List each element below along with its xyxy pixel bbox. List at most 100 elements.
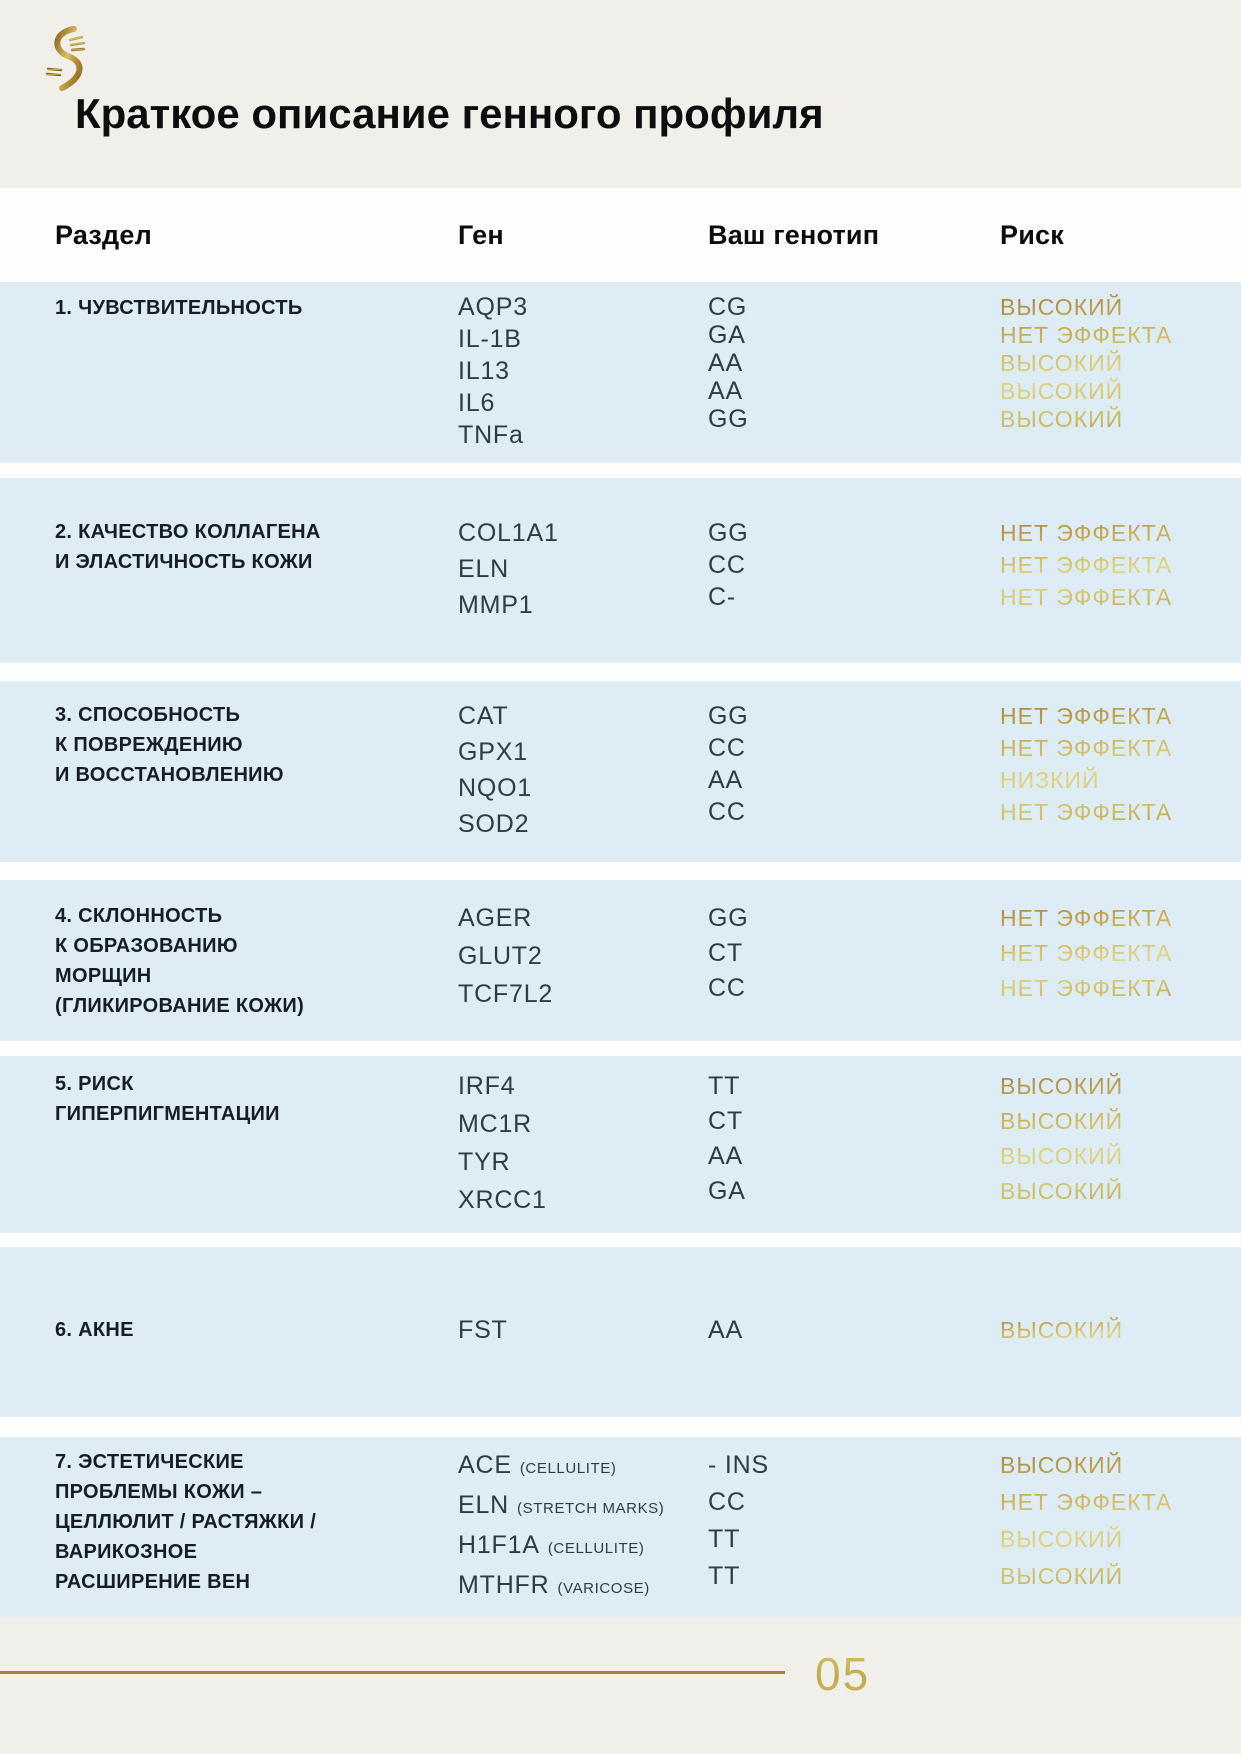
genotype-value: TT bbox=[708, 1071, 741, 1100]
genotype-value: C- bbox=[708, 582, 736, 611]
table-section: 2. КАЧЕСТВО КОЛЛАГЕНА И ЭЛАСТИЧНОСТЬ КОЖИ… bbox=[0, 478, 1241, 663]
section-title-line: МОРЩИН bbox=[55, 964, 152, 987]
gene-name: ACE bbox=[458, 1451, 512, 1479]
section-title: 4. СКЛОННОСТЬ К ОБРАЗОВАНИЮ МОРЩИН (ГЛИКИРО… bbox=[55, 901, 458, 1021]
gene-name: IL6 bbox=[458, 388, 496, 417]
gene-name: SOD2 bbox=[458, 809, 530, 838]
section-grid: 2. КАЧЕСТВО КОЛЛАГЕНА И ЭЛАСТИЧНОСТЬ КОЖИ… bbox=[0, 517, 1241, 625]
risk-value: НЕТ ЭФФЕКТА bbox=[1000, 1489, 1173, 1515]
genotype-value: - INS bbox=[708, 1451, 769, 1479]
page-number: 05 bbox=[815, 1648, 871, 1700]
table-body: 1. ЧУВСТВИТЕЛЬНОСТЬ AQP3 IL-1B IL13 IL6 TNFa C… bbox=[0, 282, 1241, 1617]
gene-list: AQP3 IL-1B IL13 IL6 TNFa bbox=[458, 293, 708, 453]
gene-name: CAT bbox=[458, 701, 509, 730]
gene-name-cell: H1F1A (CELLULITE) bbox=[458, 1527, 708, 1567]
section-title-line: 3. СПОСОБНОСТЬ bbox=[55, 703, 241, 726]
section-title-line: 7. ЭСТЕТИЧЕСКИЕ bbox=[55, 1451, 244, 1473]
gene-list: IRF4 MC1R TYR XRCC1 bbox=[458, 1069, 708, 1221]
gene-name: AGER bbox=[458, 903, 533, 932]
risk-value: НЕТ ЭФФЕКТА bbox=[1000, 583, 1173, 610]
column-header-risk: Риск bbox=[1000, 219, 1064, 250]
gene-list: AGER GLUT2 TCF7L2 bbox=[458, 901, 708, 1015]
section-title: 2. КАЧЕСТВО КОЛЛАГЕНА И ЭЛАСТИЧНОСТЬ КОЖИ bbox=[55, 517, 458, 577]
section-title-line: 5. РИСК bbox=[55, 1072, 134, 1095]
risk-list: НЕТ ЭФФЕКТА НЕТ ЭФФЕКТА НЕТ ЭФФЕКТА bbox=[1000, 901, 1241, 1006]
gene-note: (STRETCH MARKS) bbox=[517, 1500, 665, 1517]
column-header-section: Раздел bbox=[55, 219, 152, 250]
gene-name: ELN bbox=[458, 1491, 510, 1519]
genotype-list: GG CC C- bbox=[708, 517, 1000, 613]
section-title: 1. ЧУВСТВИТЕЛЬНОСТЬ bbox=[55, 293, 458, 323]
risk-value: НЕТ ЭФФЕКТА bbox=[1000, 939, 1173, 966]
genotype-value: GA bbox=[708, 1176, 746, 1205]
gene-name-cell: IL6 bbox=[458, 389, 708, 421]
genotype-value: GG bbox=[708, 518, 749, 547]
gene-name: TNFa bbox=[458, 420, 524, 449]
section-title-line: К ОБРАЗОВАНИЮ bbox=[55, 934, 238, 957]
gene-name: MMP1 bbox=[458, 590, 534, 619]
gene-name-cell: MTHFR (VARICOSE) bbox=[458, 1567, 708, 1607]
genotype-value: GG bbox=[708, 903, 749, 932]
gene-name-cell: XRCC1 bbox=[458, 1183, 708, 1221]
gene-name-cell: IL-1B bbox=[458, 325, 708, 357]
gene-name: AQP3 bbox=[458, 292, 528, 321]
genotype-list: TT CT AA GA bbox=[708, 1069, 1000, 1209]
section-title-line: И ВОССТАНОВЛЕНИЮ bbox=[55, 763, 284, 786]
gene-name-cell: IL13 bbox=[458, 357, 708, 389]
risk-value: ВЫСОКИЙ bbox=[1000, 1452, 1124, 1478]
gene-name-cell: SOD2 bbox=[458, 808, 708, 844]
gene-name: XRCC1 bbox=[458, 1185, 547, 1214]
risk-value: ВЫСОКИЙ bbox=[1000, 1107, 1124, 1134]
genotype-value: CC bbox=[708, 550, 746, 579]
gene-name-cell: AGER bbox=[458, 901, 708, 939]
genotype-value: GG bbox=[708, 701, 749, 730]
gene-name-cell: MMP1 bbox=[458, 589, 708, 625]
genotype-value: TT bbox=[708, 1525, 741, 1553]
gene-name-cell: ACE (CELLULITE) bbox=[458, 1447, 708, 1487]
risk-list: ВЫСОКИЙ ВЫСОКИЙ ВЫСОКИЙ ВЫСОКИЙ bbox=[1000, 1069, 1241, 1209]
page-footer: 05 bbox=[0, 1643, 1241, 1754]
genotype-value: CC bbox=[708, 733, 746, 762]
section-title-line: РАСШИРЕНИЕ ВЕН bbox=[55, 1571, 251, 1593]
gene-name: GPX1 bbox=[458, 737, 528, 766]
genotype-value: CC bbox=[708, 1488, 746, 1516]
risk-value: НЕТ ЭФФЕКТА bbox=[1000, 702, 1173, 729]
risk-value: ВЫСОКИЙ bbox=[1000, 349, 1124, 376]
gene-name: IL-1B bbox=[458, 324, 522, 353]
footer-divider-line bbox=[0, 1671, 785, 1674]
risk-value: ВЫСОКИЙ bbox=[1000, 1317, 1124, 1343]
gene-profile-table: Раздел Ген Ваш генотип Риск 1. ЧУВСТВИТЕ… bbox=[0, 188, 1241, 1617]
gene-name-cell: TYR bbox=[458, 1145, 708, 1183]
table-header-row: Раздел Ген Ваш генотип Риск bbox=[0, 188, 1241, 282]
table-section: 6. АКНЕ FST AA ВЫСОКИЙ bbox=[0, 1247, 1241, 1417]
gene-list: CAT GPX1 NQO1 SOD2 bbox=[458, 700, 708, 844]
gene-name-cell: GLUT2 bbox=[458, 939, 708, 977]
gene-name: IL13 bbox=[458, 356, 510, 385]
genotype-value: CG bbox=[708, 292, 748, 321]
genotype-list: GG CT CC bbox=[708, 901, 1000, 1006]
section-grid: 3. СПОСОБНОСТЬ К ПОВРЕЖДЕНИЮ И ВОССТАНОВЛЕ… bbox=[0, 700, 1241, 844]
genotype-value: AA bbox=[708, 1316, 743, 1344]
risk-list: НЕТ ЭФФЕКТА НЕТ ЭФФЕКТА НИЗКИЙ НЕТ ЭФФЕКТА bbox=[1000, 700, 1241, 828]
section-title-line: И ЭЛАСТИЧНОСТЬ КОЖИ bbox=[55, 550, 313, 573]
gene-name: IRF4 bbox=[458, 1071, 516, 1100]
section-title-line: К ПОВРЕЖДЕНИЮ bbox=[55, 733, 243, 756]
gene-name: NQO1 bbox=[458, 773, 533, 802]
gene-name-cell: COL1A1 bbox=[458, 517, 708, 553]
risk-value: ВЫСОКИЙ bbox=[1000, 1142, 1124, 1169]
section-title-line: ПРОБЛЕМЫ КОЖИ – bbox=[55, 1481, 263, 1503]
risk-value: НЕТ ЭФФЕКТА bbox=[1000, 904, 1173, 931]
gene-list: COL1A1 ELN MMP1 bbox=[458, 517, 708, 625]
dna-helix-logo-icon bbox=[45, 26, 86, 91]
genotype-value: CT bbox=[708, 938, 743, 967]
gene-name: TCF7L2 bbox=[458, 979, 554, 1008]
risk-value: ВЫСОКИЙ bbox=[1000, 377, 1124, 404]
table-section: 7. ЭСТЕТИЧЕСКИЕ ПРОБЛЕМЫ КОЖИ – ЦЕЛЛЮЛИТ /… bbox=[0, 1437, 1241, 1617]
risk-value: ВЫСОКИЙ bbox=[1000, 405, 1124, 432]
gene-name-cell: ELN bbox=[458, 553, 708, 589]
section-title: 5. РИСК ГИПЕРПИГМЕНТАЦИИ bbox=[55, 1069, 458, 1129]
section-grid: 1. ЧУВСТВИТЕЛЬНОСТЬ AQP3 IL-1B IL13 IL6 TNFa C… bbox=[0, 293, 1241, 453]
column-header-gene: Ген bbox=[458, 219, 504, 250]
section-title-line: ЦЕЛЛЮЛИТ / РАСТЯЖКИ / bbox=[55, 1511, 317, 1533]
risk-list: ВЫСОКИЙ НЕТ ЭФФЕКТА ВЫСОКИЙ ВЫСОКИЙ ВЫСОКИЙ bbox=[1000, 293, 1241, 433]
